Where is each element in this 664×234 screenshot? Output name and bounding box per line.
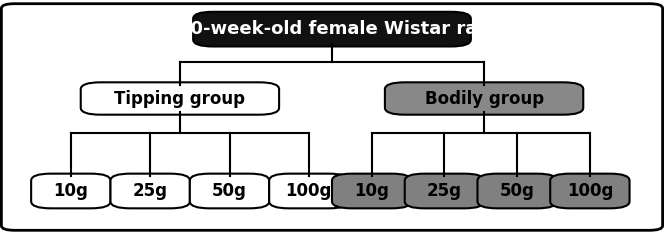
FancyBboxPatch shape <box>332 174 411 208</box>
Text: 10g: 10g <box>354 182 389 200</box>
Text: 25g: 25g <box>133 182 168 200</box>
FancyBboxPatch shape <box>190 174 269 208</box>
FancyBboxPatch shape <box>193 12 471 47</box>
FancyBboxPatch shape <box>550 174 629 208</box>
Text: 100g: 100g <box>286 182 332 200</box>
FancyBboxPatch shape <box>31 174 110 208</box>
FancyBboxPatch shape <box>81 82 279 115</box>
Text: 100g: 100g <box>566 182 613 200</box>
Text: 10g: 10g <box>53 182 88 200</box>
FancyBboxPatch shape <box>269 174 349 208</box>
FancyBboxPatch shape <box>405 174 484 208</box>
Text: 25g: 25g <box>427 182 462 200</box>
Text: 10-week-old female Wistar rat: 10-week-old female Wistar rat <box>178 20 486 38</box>
FancyBboxPatch shape <box>477 174 557 208</box>
Text: 50g: 50g <box>500 182 535 200</box>
FancyBboxPatch shape <box>385 82 583 115</box>
FancyBboxPatch shape <box>110 174 190 208</box>
Text: Tipping group: Tipping group <box>114 89 246 107</box>
Text: Bodily group: Bodily group <box>424 89 544 107</box>
Text: 50g: 50g <box>212 182 247 200</box>
